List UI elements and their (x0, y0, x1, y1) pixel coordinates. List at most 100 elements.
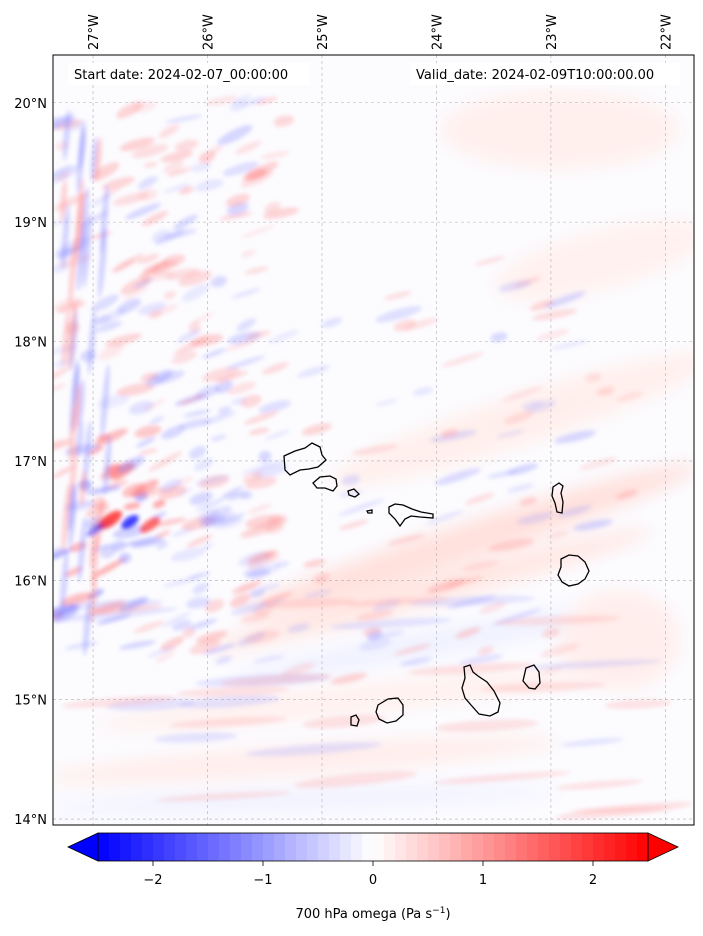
anomaly-cell (225, 193, 250, 207)
lon-tick-label: 22°W (659, 14, 674, 50)
anomaly-cell (176, 476, 194, 485)
anomaly-cell (145, 369, 173, 387)
lat-tick-label: 20°N (14, 97, 47, 112)
anomaly-cell (434, 468, 481, 486)
island-sao-vicente (312, 475, 338, 492)
anomaly-cell (201, 348, 227, 359)
colorbar-step (362, 833, 374, 861)
anomaly-cell (338, 519, 370, 530)
anomaly-cell (195, 474, 230, 486)
lon-tick-label: 26°W (202, 14, 217, 50)
anomaly-cell (176, 487, 194, 496)
anomaly-cell (59, 179, 67, 222)
anomaly-cell (359, 638, 392, 651)
anomaly-cell (571, 806, 669, 814)
anomaly-cell (215, 655, 233, 665)
anomaly-cell (116, 383, 155, 396)
anomaly-cell (69, 119, 87, 131)
anomaly-cell (137, 302, 167, 315)
anomaly-cell (556, 779, 644, 790)
island-santa-luzia (347, 488, 360, 498)
anomaly-cell (135, 436, 156, 448)
anomaly-cell (76, 222, 86, 292)
anomaly-cell (194, 179, 224, 192)
island-sao-nicolau (388, 503, 434, 528)
anomaly-cell (248, 427, 270, 436)
anomaly-cell (152, 229, 171, 242)
anomaly-cell (152, 517, 187, 527)
anomaly-cell (241, 249, 256, 258)
anomaly-cell (490, 332, 508, 342)
anomaly-cell (234, 140, 262, 155)
anomaly-cell (155, 650, 176, 664)
anomaly-cell (255, 96, 278, 105)
island-santiago (461, 664, 501, 717)
anomaly-cell (267, 329, 300, 344)
anomaly-cell (265, 598, 357, 608)
anomaly-cell (259, 583, 280, 591)
anomaly-cell (455, 627, 481, 639)
anomaly-cell (188, 618, 218, 630)
anomaly-cell (464, 492, 495, 505)
anomaly-cell (98, 343, 125, 361)
anomaly-cell (138, 448, 158, 455)
anomaly-cell (264, 550, 281, 562)
anomaly-cell (147, 310, 163, 319)
anomaly-cell (192, 312, 214, 324)
lon-tick-label: 24°W (430, 14, 445, 50)
colorbar-step (472, 833, 484, 861)
anomaly-cell (140, 271, 175, 283)
anomaly-cell (230, 93, 252, 107)
anomaly-cell (53, 439, 72, 452)
anomaly-cell (152, 499, 166, 509)
anomaly-cell (163, 182, 192, 194)
anomaly-cell (83, 420, 92, 486)
colorbar-step (417, 833, 429, 861)
colorbar-step (615, 833, 627, 861)
anomaly-cell (375, 306, 422, 323)
anomaly-cell (258, 400, 291, 414)
colorbar-step (131, 833, 143, 861)
anomaly-cell (141, 210, 169, 227)
anomaly-cell (435, 719, 539, 732)
colorbar-step (120, 833, 132, 861)
anomaly-cell (516, 512, 554, 525)
anomaly-cell (186, 534, 213, 548)
anomaly-cell (260, 150, 290, 160)
island-boa-vista (557, 554, 590, 587)
anomaly-cell (69, 359, 79, 433)
anomaly-cell (117, 456, 145, 473)
anomaly-cell (188, 445, 207, 460)
anomaly-cell (219, 673, 333, 686)
anomaly-cell (118, 552, 132, 564)
anomaly-cell (67, 483, 76, 532)
anomaly-cell (192, 582, 209, 595)
anomaly-cell (330, 617, 452, 630)
valid-date-label: Valid_date: 2024-02-09T10:00:00.00 (416, 68, 654, 83)
anomaly-cell (224, 339, 257, 351)
anomaly-cell (87, 446, 104, 456)
anomaly-cell (85, 486, 122, 495)
anomaly-cell (162, 612, 192, 628)
valid-date-box (410, 63, 680, 85)
anomaly-cell (86, 523, 104, 537)
anomaly-cell (95, 321, 123, 333)
anomaly-cell (530, 299, 556, 311)
lat-tick-label: 18°N (14, 336, 47, 351)
anomaly-cell (53, 607, 179, 622)
island-branco (366, 509, 373, 514)
anomaly-cell (94, 428, 129, 446)
anomaly-cell (164, 229, 198, 239)
anomaly-cell (519, 497, 537, 506)
anomaly-cell (100, 184, 109, 255)
anomaly-cell (61, 695, 176, 709)
colorbar-extend-low (67, 832, 99, 862)
anomaly-cell (596, 387, 615, 396)
anomaly-cell (301, 423, 332, 436)
anomaly-cell (128, 400, 154, 415)
anomaly-cell (203, 643, 237, 655)
anomaly-cell (281, 662, 315, 677)
anomaly-cell (245, 330, 271, 340)
anomaly-cell (100, 363, 110, 439)
